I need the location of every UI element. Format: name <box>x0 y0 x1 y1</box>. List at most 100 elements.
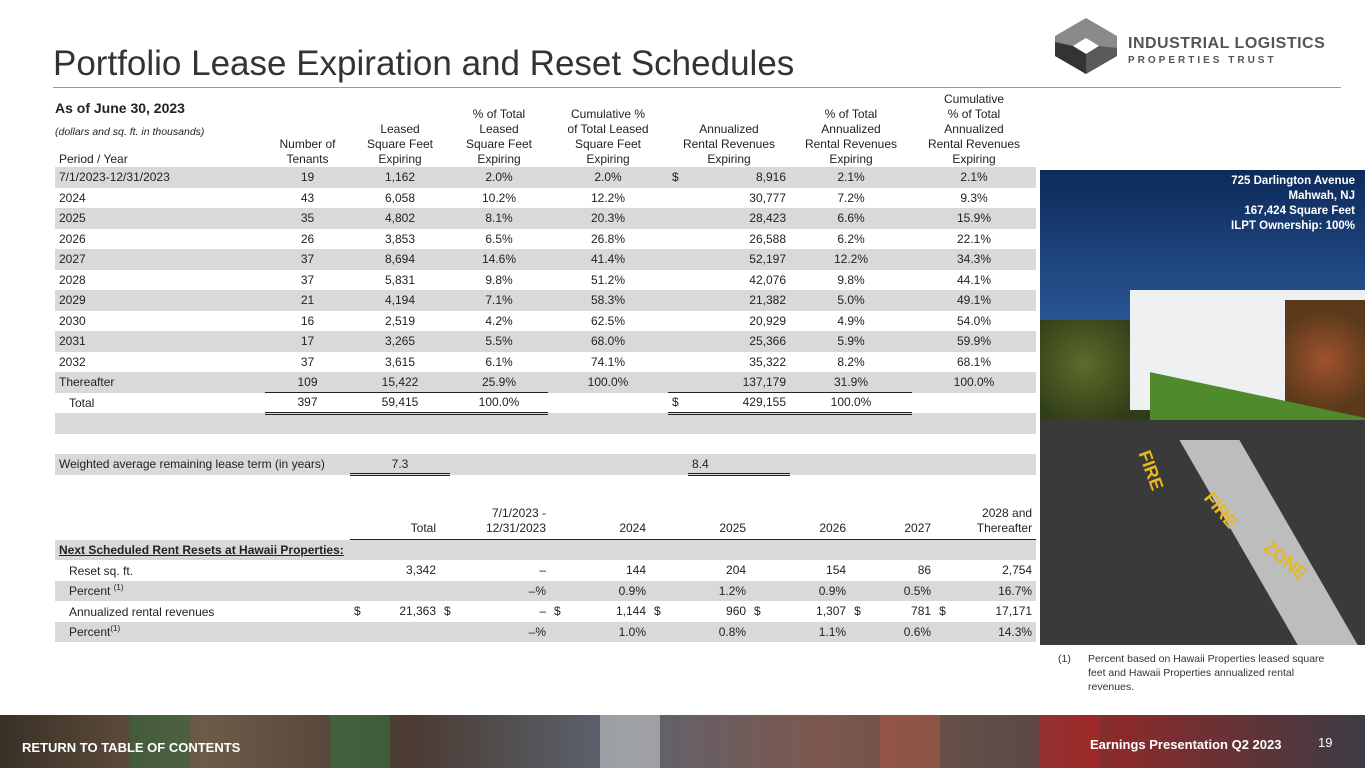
cell: 0.9% <box>770 580 851 601</box>
cell: 137,179 <box>688 372 790 393</box>
cell: 6.5% <box>485 231 513 246</box>
table-row: 2028 37 5,831 9.8% 51.2% 42,076 9.8% 44.1% <box>55 270 1036 291</box>
cell: 21,382 <box>688 290 790 311</box>
cell: 26 <box>300 231 315 246</box>
cell: 28,423 <box>688 208 790 229</box>
currency-symbol <box>750 560 770 581</box>
row-label: 2028 <box>59 272 86 287</box>
table-row: Percent (1) –% 0.9% 1.2% 0.9% 0.5% 16.7% <box>55 580 1037 601</box>
footnote-ref: (1) <box>110 624 121 634</box>
currency-symbol <box>750 621 771 642</box>
header-line: Rental Revenues <box>682 137 776 151</box>
cell: 37 <box>265 249 350 270</box>
cell: 144 <box>626 563 647 578</box>
cell: 2.1% <box>790 167 912 188</box>
cell: 3,615 <box>384 354 416 369</box>
header-line: 2025 <box>719 521 747 535</box>
header-line: Square Feet <box>366 137 434 151</box>
cell: 9.8% <box>485 272 513 287</box>
caption-sqft: 167,424 Square Feet <box>1244 205 1355 217</box>
cell: 5.0% <box>790 290 912 311</box>
cell: 68.1% <box>956 354 992 369</box>
cell: 12.2% <box>790 249 912 270</box>
cell: 15.9% <box>912 208 1036 229</box>
cell: 1,307 <box>816 604 847 619</box>
header-line: Leased <box>479 122 519 136</box>
row-label: 7/1/2023-12/31/2023 <box>55 167 265 188</box>
cell: 2.0% <box>548 167 668 188</box>
cell: –% <box>460 580 551 601</box>
cell: 2.1% <box>912 167 1036 188</box>
return-to-toc-link[interactable]: RETURN TO TABLE OF CONTENTS <box>22 740 241 755</box>
cell: 16.7% <box>955 580 1037 601</box>
cell: 44.1% <box>956 272 992 287</box>
table-row: 2024 43 6,058 10.2% 12.2% 30,777 7.2% 9.3% <box>55 188 1036 209</box>
row-label: 2029 <box>55 290 265 311</box>
cell: 2.0% <box>450 167 548 188</box>
column-header <box>55 506 350 540</box>
row-label: Total <box>69 395 95 410</box>
header-line: % of Total <box>947 107 1001 121</box>
currency-symbol <box>650 580 671 601</box>
cell: 0.9% <box>570 580 651 601</box>
cell: 6.1% <box>485 354 513 369</box>
cell: 17 <box>265 331 350 352</box>
cell: 2,519 <box>384 313 416 328</box>
cell <box>668 311 688 332</box>
column-header: Cumulative % of Total Leased Square Feet Ex… <box>548 92 668 167</box>
column-header: % of Total Leased Square Feet Expiring <box>450 92 548 167</box>
cell: 25,366 <box>688 331 790 352</box>
header-line: Expiring <box>707 152 751 166</box>
cell: 3,342 <box>405 563 437 578</box>
cell: 52,197 <box>688 249 790 270</box>
cell <box>548 393 668 414</box>
cell: 8.2% <box>837 354 865 369</box>
cell: 22.1% <box>956 231 992 246</box>
cell: 20.3% <box>548 208 668 229</box>
cell: 2,754 <box>1002 563 1033 578</box>
table-row: Reset sq. ft. 3,342 – 144 204 154 86 2,754 <box>55 560 1036 581</box>
cell: 15,422 <box>350 372 450 393</box>
table-row: 2026 26 3,853 6.5% 26.8% 26,588 6.2% 22.1% <box>55 229 1036 250</box>
cell: $ <box>668 392 688 415</box>
title-divider <box>53 87 1341 88</box>
row-label: Thereafter <box>55 372 265 393</box>
header-line: Period / Year <box>59 152 128 166</box>
cell: 20,929 <box>749 313 786 328</box>
header-line: Annualized <box>699 122 759 136</box>
section-title-row: Next Scheduled Rent Resets at Hawaii Pro… <box>55 539 1037 560</box>
cell: 5.5% <box>450 331 548 352</box>
column-header: 2024 <box>550 506 651 540</box>
header-line: Expiring <box>378 152 422 166</box>
header-line: Expiring <box>586 152 630 166</box>
cell <box>668 352 688 373</box>
footnote-ref: (1) <box>113 583 124 593</box>
header-line: of Total Leased <box>567 122 649 136</box>
header-line: % of Total <box>472 107 526 121</box>
row-label: Percent <box>69 584 114 599</box>
cell: 397 <box>265 392 350 415</box>
cell: 59,415 <box>350 392 450 415</box>
currency-symbol: $ <box>754 604 761 619</box>
cell: 42,076 <box>749 272 786 287</box>
cell: $ <box>668 167 688 188</box>
header-line: Leased <box>380 122 420 136</box>
header-line: Expiring <box>829 152 873 166</box>
cell: 3,853 <box>384 231 416 246</box>
table-row: 2032 37 3,615 6.1% 74.1% 35,322 8.2% 68.1% <box>55 352 1036 373</box>
cell: 34.3% <box>912 249 1036 270</box>
cell: 100.0% <box>790 392 912 415</box>
cell: 3,265 <box>350 331 450 352</box>
cell: 5,831 <box>384 272 416 287</box>
cell: 30,777 <box>749 190 786 205</box>
wa-term-sqft: 7.3 <box>350 454 450 476</box>
column-header: Total <box>350 506 441 540</box>
cell: 100.0% <box>548 372 668 393</box>
cell: 86 <box>917 563 932 578</box>
currency-symbol <box>935 621 956 642</box>
table-row: Annualized rental revenues $21,363 $ – $1,14… <box>55 601 1036 622</box>
cell: 781 <box>911 604 932 619</box>
cell <box>668 229 688 250</box>
cell: 6,058 <box>384 190 416 205</box>
cell: 10.2% <box>481 190 517 205</box>
